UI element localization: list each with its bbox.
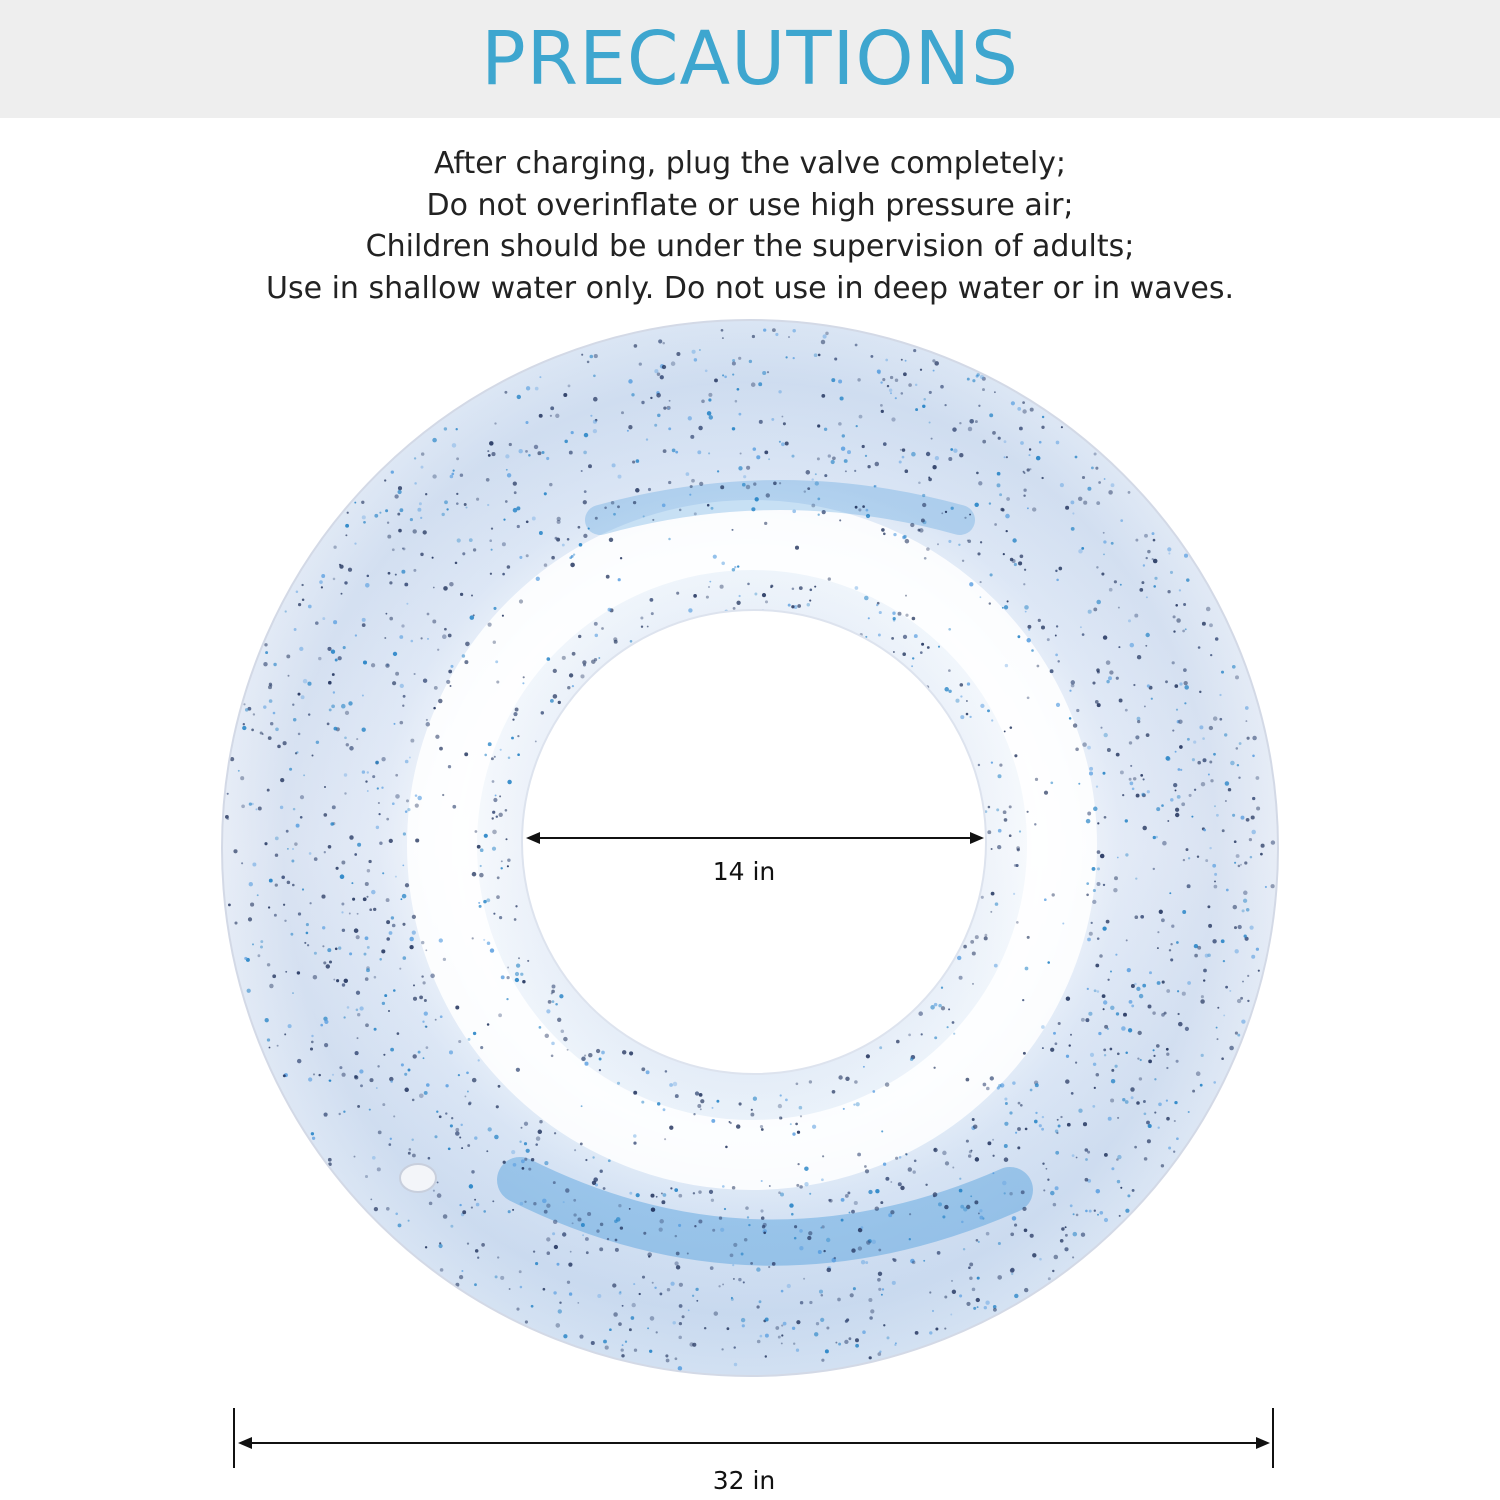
ring-highlight xyxy=(407,500,1097,1190)
glitter-specks xyxy=(225,328,1276,1371)
ring-outer-edge xyxy=(221,319,1279,1377)
header-banner: PRECAUTIONS xyxy=(0,0,1500,118)
swim-ring xyxy=(222,320,1278,1376)
precaution-item: Use in shallow water only. Do not use in… xyxy=(266,270,1234,306)
precautions-list: After charging, plug the valve completel… xyxy=(150,143,1350,309)
inner-diameter-arrow xyxy=(526,832,984,844)
page-title: PRECAUTIONS xyxy=(481,16,1019,102)
precaution-item: Children should be under the supervision… xyxy=(365,229,1135,264)
outer-diameter-label: 32 in xyxy=(712,1466,776,1495)
inner-diameter-label: 14 in xyxy=(712,857,776,886)
valve-icon xyxy=(399,1163,437,1193)
precaution-item: Do not overinflate or use high pressure … xyxy=(426,187,1074,223)
ring-inner-edge xyxy=(521,609,987,1075)
precaution-item: After charging, plug the valve completel… xyxy=(433,146,1067,181)
outer-diameter-arrow xyxy=(233,1408,1274,1468)
